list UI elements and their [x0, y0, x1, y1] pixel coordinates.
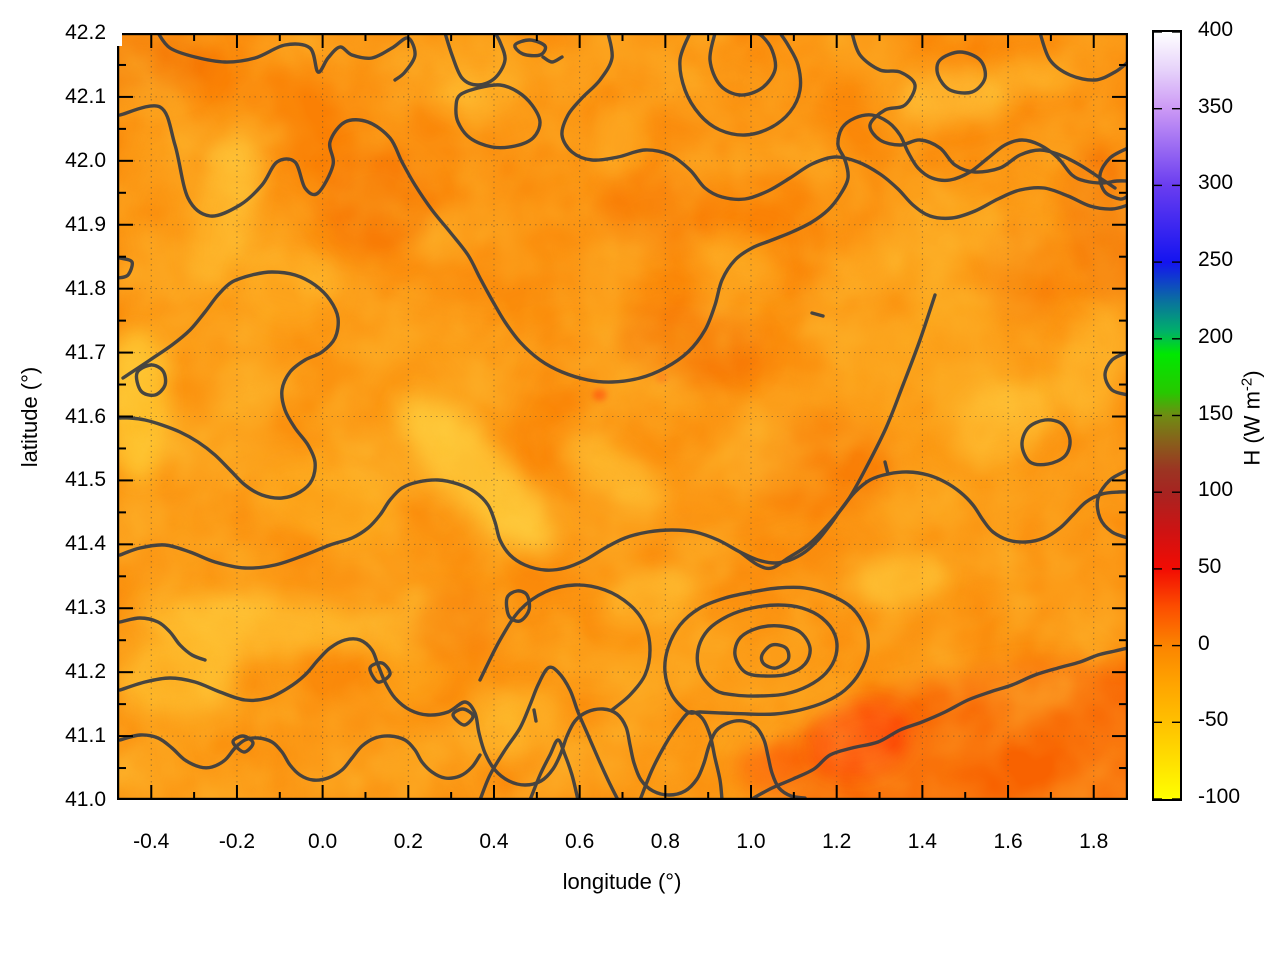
contour-path [368, 661, 392, 684]
contour-path [695, 603, 839, 698]
x-tick-label: 0.2 [393, 830, 423, 853]
contour-path [810, 311, 825, 318]
x-tick-label: 0.0 [308, 830, 338, 853]
contour-path [478, 583, 652, 712]
contour-path [118, 270, 340, 500]
contour-path [134, 363, 168, 398]
colorbar-tick-label: 100 [1198, 478, 1234, 502]
contour-path [1103, 350, 1128, 397]
colorbar-tick-label: -50 [1198, 708, 1229, 732]
colorbar-tick-label: 0 [1198, 631, 1210, 655]
contour-path [454, 83, 542, 150]
colorbar-tick-label: -100 [1198, 785, 1241, 808]
colorbar-label-close: ) [1239, 370, 1265, 378]
colorbar [1152, 30, 1182, 801]
colorbar-tick-label: 350 [1198, 94, 1234, 118]
x-tick-label: 0.8 [650, 830, 680, 853]
y-tick-label: 42.0 [65, 148, 106, 172]
contour-path [118, 616, 207, 662]
colorbar-tick-label: 150 [1198, 401, 1234, 425]
x-tick-label: 1.4 [907, 830, 937, 853]
colorbar-tick-label: 200 [1198, 324, 1234, 348]
x-tick-label: -0.2 [218, 830, 256, 853]
x-tick-label: 1.6 [993, 830, 1023, 853]
contour-path [117, 256, 134, 280]
y-tick-label: 41.5 [65, 468, 106, 492]
x-tick-label: -0.4 [133, 830, 170, 853]
colorbar-tick-label: 250 [1198, 248, 1234, 272]
colorbar-label: H (W m-2) [1238, 370, 1265, 465]
contour-lines [117, 33, 1128, 800]
contour-path [513, 38, 548, 58]
y-tick-label: 41.8 [65, 276, 106, 300]
y-tick-label: 42.2 [65, 21, 106, 44]
colorbar-label-superscript: -2 [1238, 377, 1256, 392]
contour-path [156, 33, 417, 82]
contour-path [1095, 468, 1128, 540]
y-tick-label: 41.0 [65, 788, 106, 811]
contour-path [1020, 418, 1072, 467]
heatmap-canvas [117, 33, 1128, 800]
y-tick-label: 42.1 [65, 84, 106, 108]
contour-path [678, 33, 803, 137]
contour-path [663, 585, 870, 717]
contour-path [231, 734, 255, 754]
colorbar-tick-label: 300 [1198, 171, 1234, 195]
contour-path [1038, 33, 1128, 82]
contour-path [733, 624, 812, 678]
y-tick-label: 41.6 [65, 404, 106, 428]
contour-path [478, 665, 620, 800]
y-tick-label: 41.9 [65, 212, 106, 236]
contour-path [118, 470, 1128, 572]
x-tick-label: 1.8 [1079, 830, 1109, 853]
contour-path [118, 637, 807, 800]
contour-path [738, 293, 937, 571]
x-axis-label: longitude (°) [562, 869, 682, 894]
y-tick-label: 41.4 [65, 532, 106, 556]
contour-path [528, 738, 580, 800]
x-tick-label: 0.4 [479, 830, 509, 853]
y-tick-label: 41.3 [65, 596, 106, 620]
contour-path [883, 460, 890, 476]
plot-border [117, 33, 1128, 800]
y-tick-label: 41.1 [65, 724, 106, 748]
x-tick-label: 1.0 [736, 830, 766, 853]
colorbar-label-text: H (W m [1239, 391, 1265, 466]
x-tick-label: 0.6 [565, 830, 595, 853]
y-tick-label: 41.7 [65, 340, 106, 364]
colorbar-ticks [1154, 32, 1180, 799]
contour-path [560, 33, 1128, 221]
contour-path [443, 33, 507, 87]
contour-path [1098, 146, 1128, 201]
colorbar-tick-label: 50 [1198, 554, 1222, 578]
contour-path [708, 33, 778, 97]
contour-path [748, 646, 1128, 800]
contour-path [504, 589, 532, 623]
x-tick-label: 1.2 [822, 830, 852, 853]
y-tick-label: 41.2 [65, 660, 106, 684]
contour-path [118, 733, 482, 782]
contour-path [532, 708, 538, 723]
colorbar-tick-label: 400 [1198, 18, 1234, 41]
contour-path [759, 642, 791, 670]
contour-path [451, 707, 475, 727]
contour-path [935, 50, 988, 95]
contour-path [118, 104, 1128, 384]
plot-corner-artifact [117, 33, 122, 46]
contour-path [541, 55, 564, 64]
